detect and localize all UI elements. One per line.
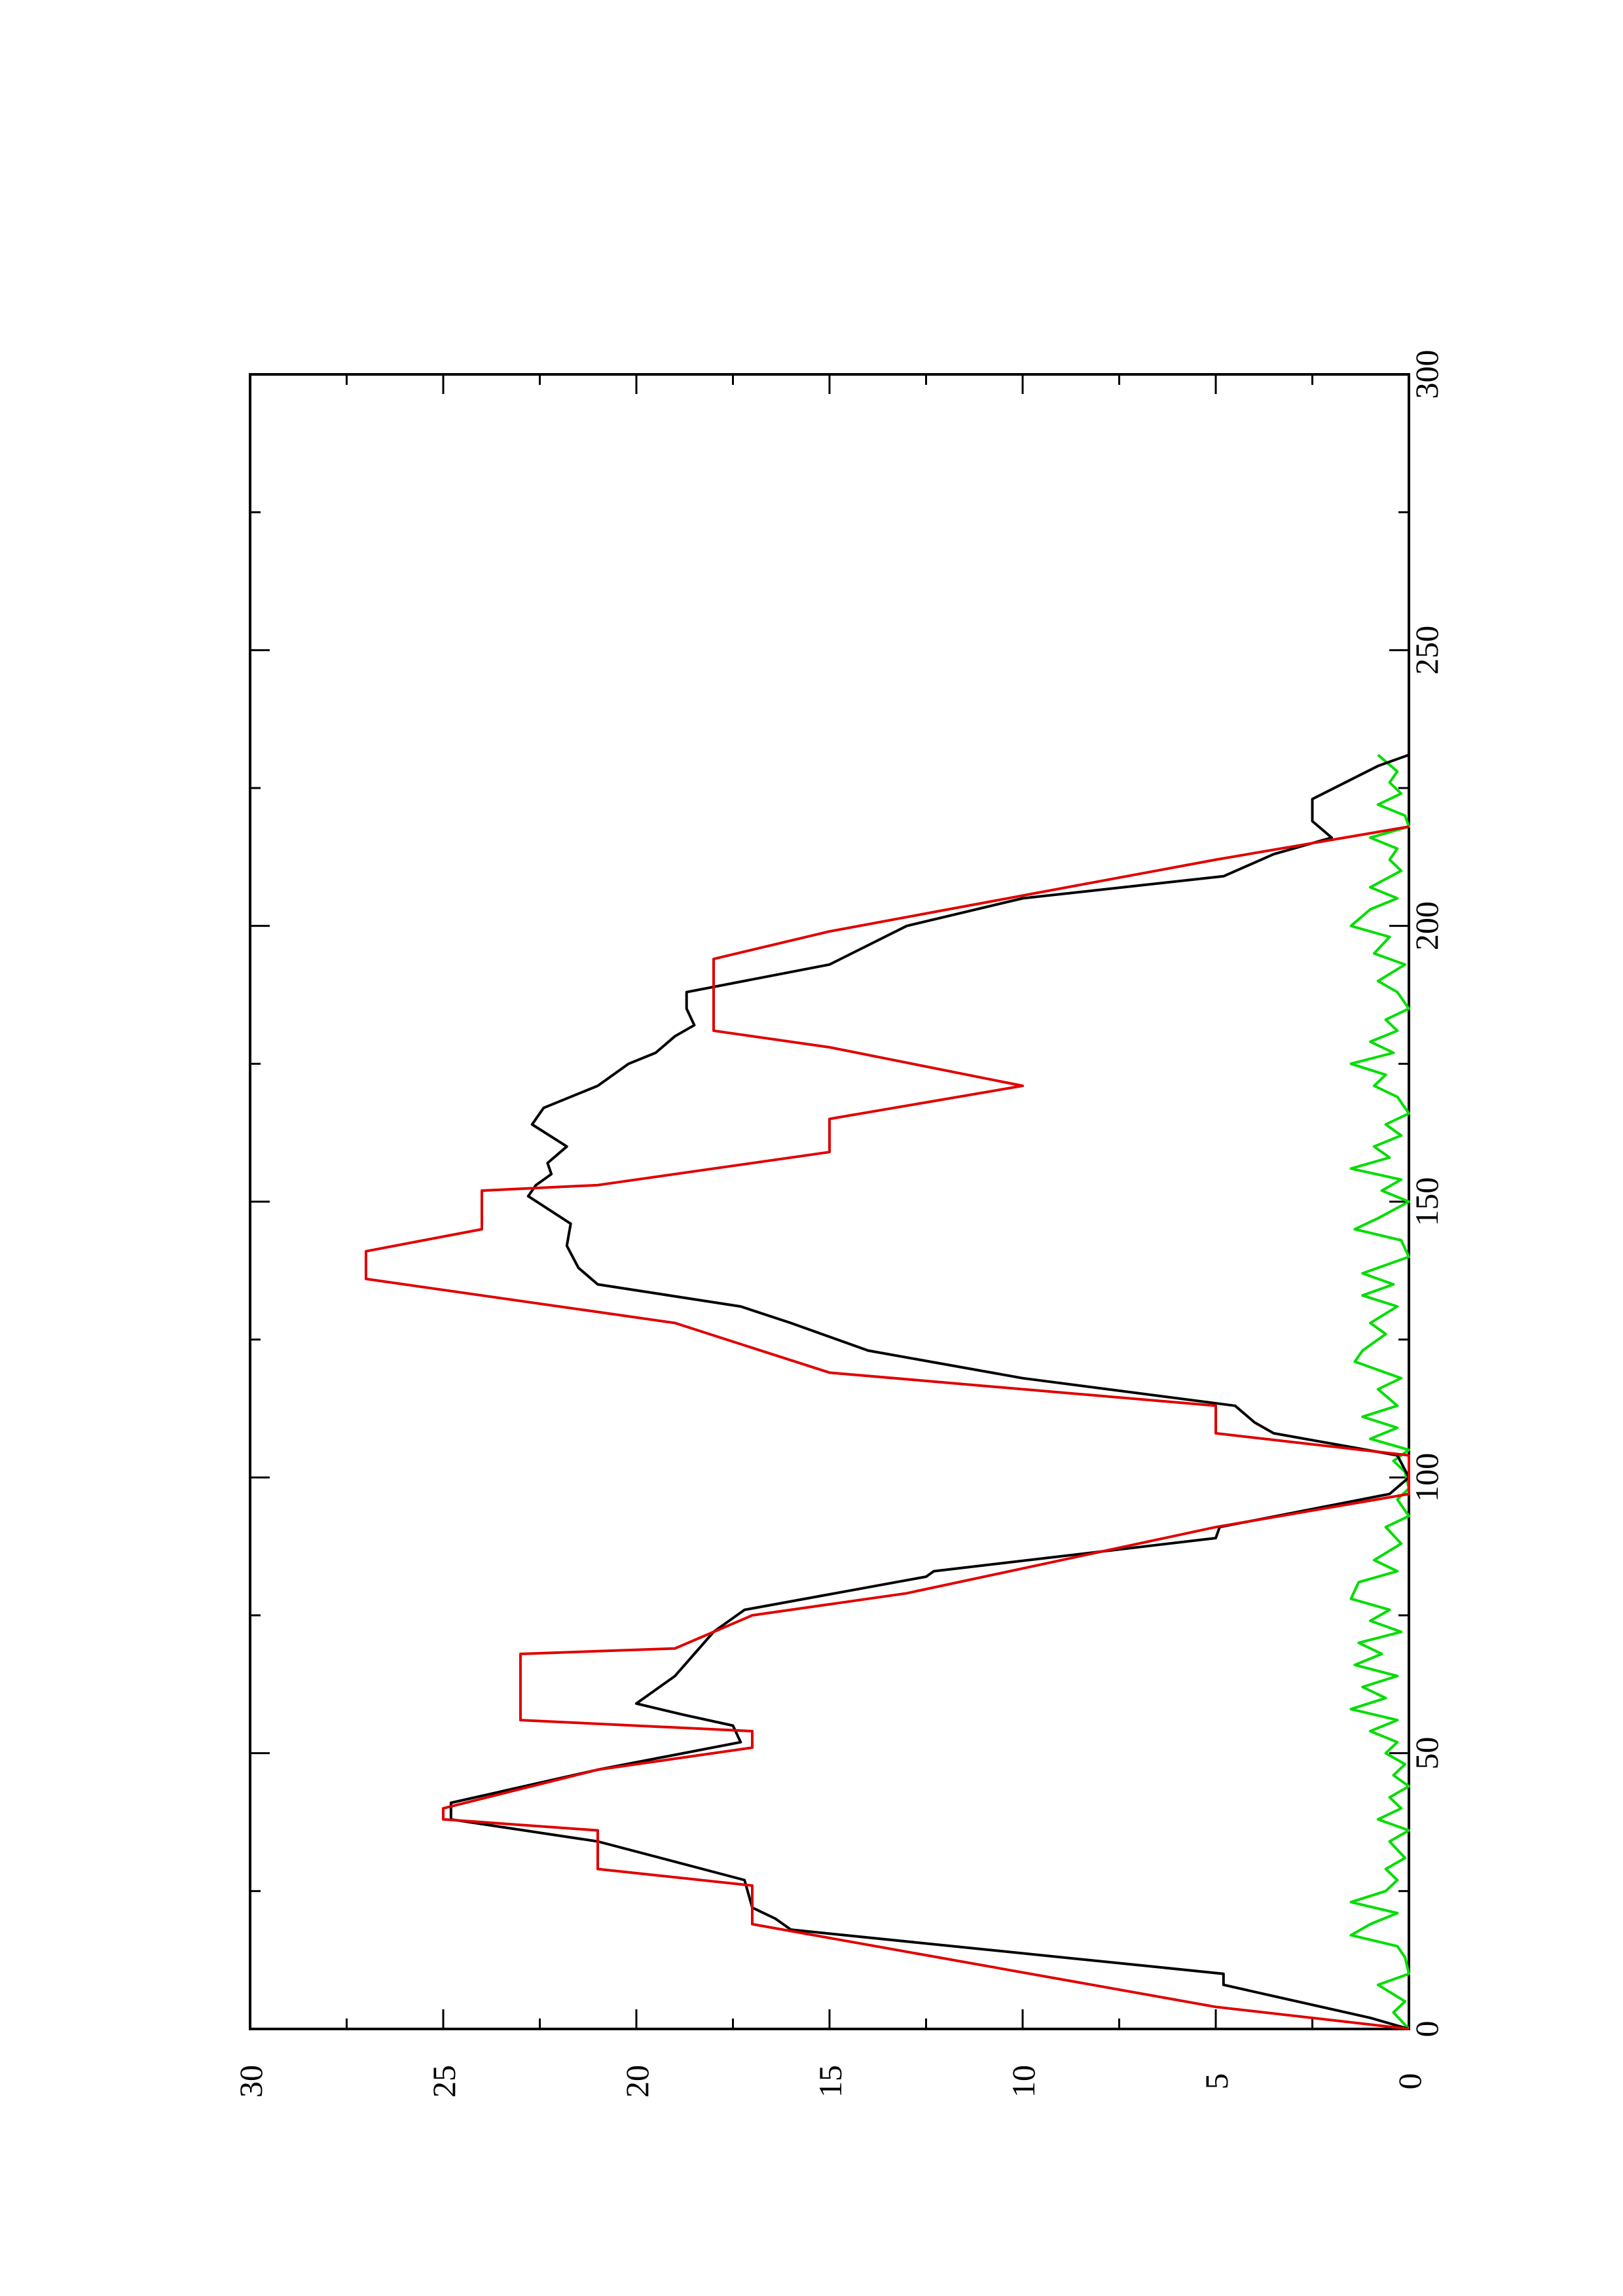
plot-frame — [249, 373, 1410, 2030]
series-group — [365, 753, 1410, 2030]
series-0-line — [365, 825, 1410, 2030]
series-2-line — [1349, 753, 1410, 2030]
y-tick-label: 15 — [812, 2065, 848, 2098]
x-tick-label: 100 — [1408, 1453, 1445, 1502]
x-tick-label: 250 — [1408, 626, 1445, 675]
x-tick-label: 300 — [1408, 350, 1445, 399]
y-tick-label: 5 — [1198, 2073, 1235, 2090]
x-axis: 0 50 100 150 200 250 300 — [250, 350, 1445, 2037]
series-1-line — [449, 753, 1410, 2030]
y-tick-label: 20 — [619, 2065, 655, 2098]
x-tick-label: 150 — [1408, 1177, 1445, 1227]
y-axis: 0 5 10 15 20 25 30 — [232, 374, 1428, 2098]
plot-area: 0 50 100 150 200 250 300 0 5 10 15 20 25 30 — [232, 350, 1445, 2098]
y-tick-label: 25 — [426, 2065, 462, 2098]
x-tick-label: 0 — [1408, 2021, 1445, 2037]
x-tick-label: 200 — [1408, 901, 1445, 950]
x-tick-label: 50 — [1408, 1737, 1445, 1770]
y-tick-label: 10 — [1005, 2065, 1042, 2098]
y-tick-label: 0 — [1391, 2073, 1428, 2090]
y-tick-label: 30 — [232, 2065, 269, 2098]
